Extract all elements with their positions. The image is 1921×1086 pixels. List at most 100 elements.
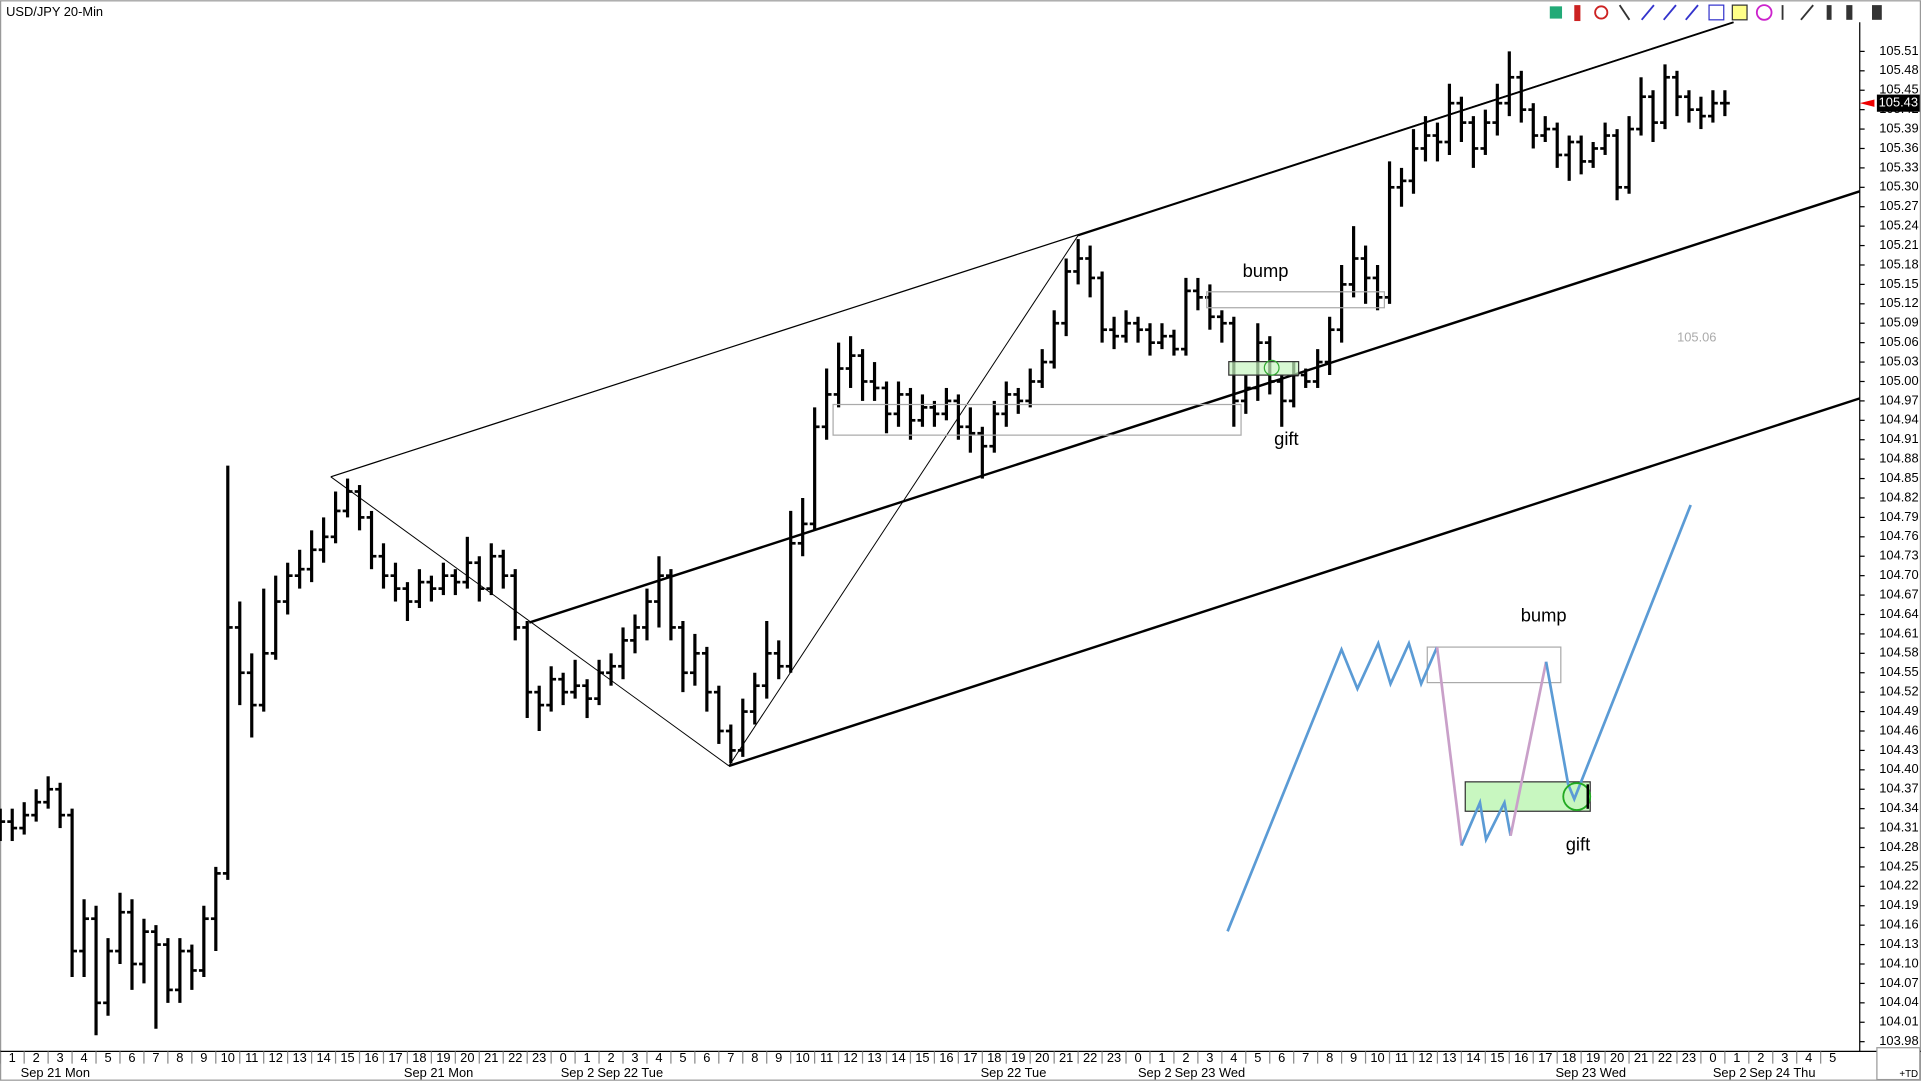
y-tick-label: 105.51 [1879,43,1918,58]
x-tick-label: 18 [987,1050,1001,1065]
trend-line [330,476,730,767]
x-tick-label: 6 [128,1050,135,1065]
annotation: bump [1521,604,1567,625]
toolbar [1549,4,1882,22]
x-tick-label: 1 [1733,1050,1740,1065]
x-tick-label: 0 [1709,1050,1716,1065]
y-tick-label: 104.01 [1879,1014,1918,1029]
y-tick-label: 104.16 [1879,917,1918,932]
x-tick-label: 0 [560,1050,567,1065]
x-tick-label: 9 [1350,1050,1357,1065]
y-tick-label: 104.55 [1879,664,1918,679]
y-tick-label: 104.22 [1879,878,1918,893]
x-tick-label: 20 [1610,1050,1624,1065]
tool-icon[interactable] [1549,6,1563,19]
gift-box [1228,361,1300,376]
y-tick-label: 104.73 [1879,548,1918,563]
x-tick-label: 0 [1134,1050,1141,1065]
tool-icon[interactable] [1640,4,1655,21]
x-tick-label: 6 [1278,1050,1285,1065]
x-tick-label: 11 [820,1050,833,1065]
sketch-line [1509,661,1548,837]
x-tick-label: 7 [727,1050,734,1065]
gift-box [1464,781,1591,812]
y-tick-label: 105.03 [1879,353,1918,368]
x-tick-label: 23 [532,1050,546,1065]
y-tick-label: 104.46 [1879,722,1918,737]
y-tick-label: 104.49 [1879,703,1918,718]
x-tick-label: 3 [1781,1050,1788,1065]
tool-icon[interactable] [1685,4,1699,21]
y-tick-label: 105.27 [1879,198,1918,213]
x-tick-label: 5 [679,1050,686,1065]
x-tick-label: 22 [508,1050,522,1065]
x-tick-label: 16 [939,1050,953,1065]
x-tick-label: 13 [867,1050,881,1065]
tool-icon[interactable] [1574,5,1581,22]
x-tick-label: 20 [460,1050,474,1065]
x-tick-label: 4 [655,1050,662,1065]
x-tick-label: 2 [1182,1050,1189,1065]
date-label: Sep 2 [1138,1065,1172,1080]
y-tick-label: 105.33 [1879,159,1918,174]
y-tick-label: 104.43 [1879,742,1918,757]
x-tick-label: 11 [1395,1050,1408,1065]
sketch-line [1460,797,1512,847]
price-note: 105.06 [1677,330,1716,345]
x-tick-label: 18 [412,1050,426,1065]
y-tick-label: 104.64 [1879,606,1918,621]
y-tick-label: 104.58 [1879,645,1918,660]
x-tick-label: 4 [80,1050,87,1065]
y-tick-label: 104.61 [1879,625,1918,640]
y-tick-label: 104.82 [1879,489,1918,504]
x-tick-label: 21 [1059,1050,1073,1065]
x-tick-label: 3 [57,1050,64,1065]
tool-icon[interactable] [1800,4,1814,21]
tool-icon[interactable] [1663,4,1677,21]
y-tick-label: 105.06 [1879,334,1918,349]
y-tick-label: 104.40 [1879,761,1918,776]
x-tick-label: 1 [584,1050,591,1065]
x-tick-label: 18 [1562,1050,1576,1065]
y-tick-label: 105.24 [1879,218,1918,233]
x-tick-label: 8 [751,1050,758,1065]
drawings [330,21,1861,932]
x-tick-label: 9 [775,1050,782,1065]
x-tick-label: 17 [388,1050,402,1065]
y-tick-label: 105.39 [1879,120,1918,135]
y-tick-label: 105.21 [1879,237,1918,252]
y-tick-label: 104.79 [1879,509,1918,524]
y-tick-label: 105.36 [1879,140,1918,155]
sketch-line [1544,504,1692,803]
x-tick-label: 14 [316,1050,330,1065]
y-tick-label: 104.25 [1879,858,1918,873]
x-tick-label: 7 [1302,1050,1309,1065]
y-tick-label: 104.31 [1879,819,1918,834]
date-label: Sep 2 [561,1065,595,1080]
chart-title: USD/JPY 20-Min [6,4,103,19]
footer: +TD [1899,1069,1918,1080]
tool-icon[interactable] [1755,4,1773,21]
tool-icon[interactable] [1618,4,1631,21]
x-tick-label: 2 [1757,1050,1764,1065]
tool-icon[interactable] [1594,5,1609,20]
tool-icon[interactable] [1708,4,1725,21]
x-tick-label: 23 [1107,1050,1121,1065]
y-tick-label: 104.10 [1879,955,1918,970]
tool-icon[interactable] [1826,5,1832,20]
tool-icon[interactable] [1871,5,1882,20]
x-tick-label: 10 [796,1050,810,1065]
y-tick-label: 103.98 [1879,1033,1918,1048]
y-tick-label: 104.91 [1879,431,1918,446]
tool-icon[interactable] [1731,4,1748,21]
date-label: Sep 2 [1713,1065,1747,1080]
x-tick-label: 6 [703,1050,710,1065]
x-tick-label: 13 [1442,1050,1456,1065]
x-tick-label: 10 [221,1050,235,1065]
y-tick-label: 105.00 [1879,373,1918,388]
tool-icon[interactable] [1846,5,1853,20]
x-tick-label: 15 [340,1050,354,1065]
trend-line [1077,21,1734,237]
